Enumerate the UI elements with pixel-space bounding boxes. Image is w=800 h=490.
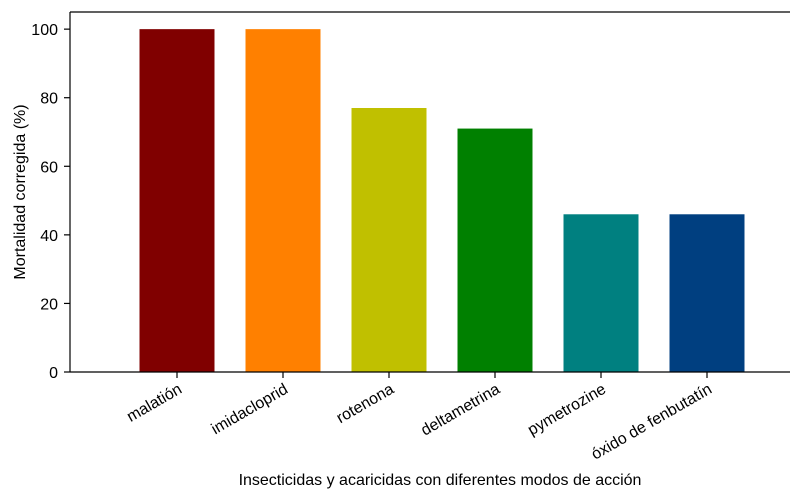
- x-tick-label: malatión: [124, 381, 185, 426]
- x-tick-label: imidacloprid: [209, 381, 291, 438]
- bar-2: [351, 108, 427, 372]
- y-tick-label: 40: [40, 228, 58, 245]
- bar-5: [669, 214, 745, 372]
- bar-4: [563, 214, 639, 372]
- y-tick-label: 0: [49, 365, 58, 382]
- x-tick-label: rotenona: [334, 381, 397, 427]
- y-tick-label: 20: [40, 296, 58, 313]
- y-tick-label: 100: [31, 22, 58, 39]
- y-axis-title: Mortalidad corregida (%): [12, 104, 29, 279]
- x-tick-label: pymetrozine: [525, 381, 609, 439]
- bar-3: [457, 128, 533, 372]
- y-ticks: 0 20 40 60 80 100: [31, 22, 70, 382]
- bar-1: [245, 29, 321, 373]
- x-ticks: malatión imidacloprid rotenona deltametrina…: [124, 372, 715, 464]
- y-tick-label: 60: [40, 159, 58, 176]
- bars-group: [139, 29, 745, 373]
- y-tick-label: 80: [40, 91, 58, 108]
- bar-0: [139, 29, 215, 373]
- x-axis-title: Insecticidas y acaricidas con diferentes…: [239, 472, 642, 489]
- x-tick-label: deltametrina: [418, 381, 503, 440]
